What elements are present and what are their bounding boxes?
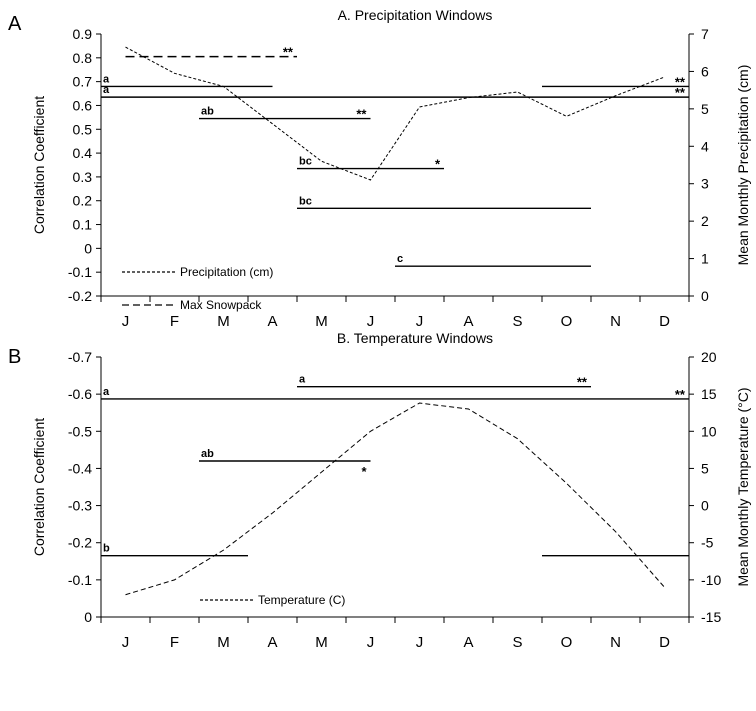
month-label: J — [367, 634, 375, 651]
month-label: M — [217, 313, 230, 330]
window-group-label: a — [299, 374, 306, 386]
chart-panel-a: -0.2 -0.1 0 0.1 0.2 0.3 0.4 0.5 0.6 0.7 0.8 0.9 0 1 2 3… — [31, 7, 751, 330]
month-label: J — [416, 313, 424, 330]
left-tick-label: 0.6 — [73, 97, 93, 113]
left-tick-label: -0.2 — [68, 288, 92, 304]
panel-letter-a: A — [8, 13, 22, 35]
right-tick-label: -15 — [701, 609, 721, 625]
month-label: D — [659, 634, 670, 651]
legend-label: Precipitation (cm) — [180, 265, 273, 279]
left-tick-label: 0.3 — [73, 169, 93, 185]
month-label: N — [610, 313, 621, 330]
right-tick-label: 1 — [701, 251, 709, 267]
legend-label: Max Snowpack — [180, 298, 262, 312]
window-significance: * — [435, 157, 441, 172]
month-label: J — [416, 634, 424, 651]
right-tick-label: 4 — [701, 138, 709, 154]
left-tick-label: 0.2 — [73, 193, 93, 209]
right-tick-label: 10 — [701, 423, 717, 439]
month-label: F — [170, 313, 179, 330]
window-significance: ** — [577, 375, 588, 390]
right-tick-label: 6 — [701, 63, 709, 79]
window-group-label: bc — [299, 195, 312, 207]
window-group-label: c — [397, 253, 403, 265]
window-significance: ** — [283, 45, 294, 60]
left-tick-label: 0 — [84, 609, 92, 625]
left-tick-label: 0 — [84, 240, 92, 256]
right-tick-label: 0 — [701, 288, 709, 304]
left-tick-label: -0.3 — [68, 498, 92, 514]
window-group-label: ab — [201, 106, 214, 118]
window-significance: ** — [356, 107, 367, 122]
chart-title: A. Precipitation Windows — [338, 7, 493, 23]
right-tick-label: 0 — [701, 498, 709, 514]
right-axis-title: Mean Monthly Precipitation (cm) — [735, 65, 751, 266]
month-label: J — [122, 313, 130, 330]
right-tick-label: 15 — [701, 386, 717, 402]
left-tick-label: -0.7 — [68, 349, 92, 365]
month-label: A — [267, 313, 277, 330]
month-label: A — [463, 313, 473, 330]
right-tick-label: 2 — [701, 213, 709, 229]
left-tick-label: 0.8 — [73, 50, 93, 66]
window-group-label: b — [103, 543, 110, 555]
month-label: O — [561, 634, 573, 651]
panel-letter-b: B — [8, 346, 21, 368]
left-tick-label: -0.4 — [68, 460, 92, 476]
window-group-label: a — [103, 84, 110, 96]
right-tick-label: -5 — [701, 535, 714, 551]
window-group-label: ab — [201, 448, 214, 460]
legend-label: Temperature (C) — [258, 593, 345, 607]
month-label: A — [463, 634, 473, 651]
month-label: M — [315, 634, 328, 651]
month-label: F — [170, 634, 179, 651]
right-tick-label: 20 — [701, 349, 717, 365]
month-label: D — [659, 313, 670, 330]
left-tick-label: 0.9 — [73, 26, 93, 42]
left-axis-title: Correlation Coefficient — [31, 96, 47, 234]
month-label: J — [367, 313, 375, 330]
right-tick-label: 5 — [701, 101, 709, 117]
window-group-label: a — [103, 73, 110, 85]
left-tick-label: 0.1 — [73, 217, 93, 233]
left-axis-title: Correlation Coefficient — [31, 418, 47, 556]
right-tick-label: 7 — [701, 26, 709, 42]
month-label: S — [512, 313, 522, 330]
left-tick-label: -0.6 — [68, 386, 92, 402]
month-label: M — [217, 634, 230, 651]
month-label: M — [315, 313, 328, 330]
chart-title: B. Temperature Windows — [337, 330, 493, 346]
right-tick-label: 5 — [701, 460, 709, 476]
left-tick-label: 0.5 — [73, 121, 93, 137]
window-group-label: bc — [299, 156, 312, 168]
month-label: A — [267, 634, 277, 651]
chart-panel-b: 0 -0.1 -0.2 -0.3 -0.4 -0.5 -0.6 -0.7 -15 -10 -5 0 5 1… — [31, 330, 751, 651]
right-tick-label: -10 — [701, 572, 721, 588]
left-tick-label: 0.4 — [73, 145, 93, 161]
left-tick-label: -0.1 — [68, 572, 92, 588]
right-tick-label: 3 — [701, 176, 709, 192]
window-significance: ** — [675, 85, 686, 100]
series-line — [125, 402, 665, 596]
month-label: N — [610, 634, 621, 651]
window-group-label: a — [103, 386, 110, 398]
left-tick-label: -0.1 — [68, 264, 92, 280]
series-line — [125, 46, 665, 181]
right-axis-title: Mean Monthly Temperature (°C) — [735, 387, 751, 586]
month-label: J — [122, 634, 130, 651]
month-label: O — [561, 313, 573, 330]
left-tick-label: -0.2 — [68, 535, 92, 551]
month-label: S — [512, 634, 522, 651]
left-tick-label: -0.5 — [68, 423, 92, 439]
left-tick-label: 0.7 — [73, 74, 93, 90]
window-significance: ** — [675, 387, 686, 402]
window-significance: * — [361, 464, 367, 479]
window-significance: ** — [675, 74, 686, 89]
